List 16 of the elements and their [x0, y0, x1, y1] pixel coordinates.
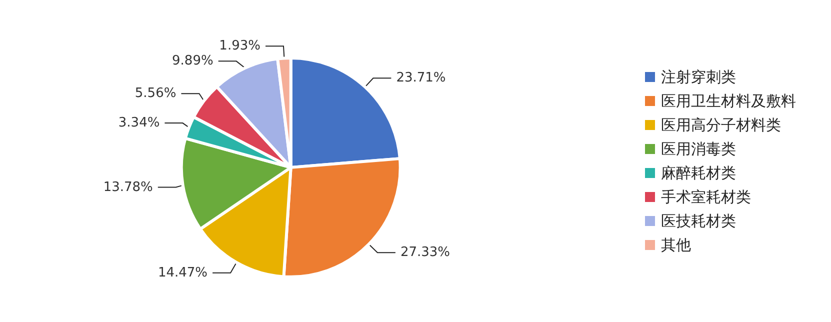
data-label: 5.56%: [134, 86, 176, 102]
legend-label: 麻醉耗材类: [661, 164, 736, 182]
legend-label: 其他: [661, 236, 691, 254]
legend-label: 医用卫生材料及敷料: [661, 92, 796, 110]
legend-label: 医用高分子材料类: [661, 116, 781, 134]
data-label: 3.34%: [118, 116, 160, 131]
data-label: 14.47%: [158, 265, 208, 280]
data-label: 9.89%: [172, 54, 214, 69]
data-label: 27.33%: [400, 245, 450, 260]
legend-label: 手术室耗材类: [661, 188, 751, 206]
legend-label: 注射穿刺类: [661, 68, 736, 86]
data-label: 13.78%: [103, 180, 153, 195]
legend-label: 医技耗材类: [661, 212, 736, 230]
data-label: 23.71%: [396, 70, 446, 86]
legend-label: 医用消毒类: [661, 140, 736, 158]
data-label: 1.93%: [219, 38, 260, 54]
